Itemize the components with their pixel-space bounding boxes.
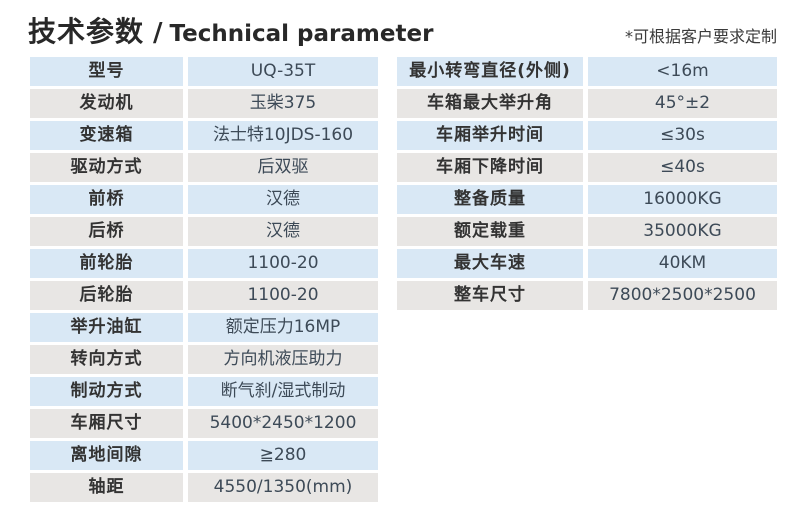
parameter-label: 车厢举升时间 <box>397 121 583 150</box>
parameter-label: 前轮胎 <box>30 249 183 278</box>
parameter-value: 40KM <box>588 249 777 278</box>
parameter-label: 额定载重 <box>397 217 583 246</box>
parameter-value: 断气刹/湿式制动 <box>188 377 378 406</box>
parameter-value: 45°±2 <box>588 89 777 118</box>
parameter-label: 车厢下降时间 <box>397 153 583 182</box>
parameter-value: ≧280 <box>188 441 378 470</box>
parameter-value: ≤30s <box>588 121 777 150</box>
parameter-value: 1100-20 <box>188 281 378 310</box>
page-title: 技术参数 / Technical parameter <box>28 10 433 50</box>
parameter-value: UQ-35T <box>188 57 378 86</box>
parameter-value: 方向机液压助力 <box>188 345 378 374</box>
table-row: 轴距 4550/1350(mm) <box>30 473 378 502</box>
parameter-value: 7800*2500*2500 <box>588 281 777 310</box>
parameter-value: 35000KG <box>588 217 777 246</box>
right-parameter-table: 最小转弯直径(外侧) <16m 车箱最大举升角 45°±2 车厢举升时间 ≤30… <box>397 57 777 313</box>
parameter-value: ≤40s <box>588 153 777 182</box>
parameter-value: 汉德 <box>188 185 378 214</box>
parameter-label: 变速箱 <box>30 121 183 150</box>
left-parameter-table: 型号 UQ-35T 发动机 玉柴375 变速箱 法士特10JDS-160 驱动方… <box>30 57 378 505</box>
table-row: 整车尺寸 7800*2500*2500 <box>397 281 777 310</box>
header: 技术参数 / Technical parameter *可根据客户要求定制 <box>28 10 777 50</box>
customization-note: *可根据客户要求定制 <box>624 27 777 46</box>
parameter-label: 制动方式 <box>30 377 183 406</box>
table-row: 最大车速 40KM <box>397 249 777 278</box>
parameter-value: 汉德 <box>188 217 378 246</box>
table-row: 整备质量 16000KG <box>397 185 777 214</box>
table-row: 车厢举升时间 ≤30s <box>397 121 777 150</box>
parameter-label: 最大车速 <box>397 249 583 278</box>
parameter-label: 车箱最大举升角 <box>397 89 583 118</box>
parameter-value: 后双驱 <box>188 153 378 182</box>
parameter-label: 整备质量 <box>397 185 583 214</box>
parameter-value: 法士特10JDS-160 <box>188 121 378 150</box>
table-row: 车箱最大举升角 45°±2 <box>397 89 777 118</box>
parameter-label: 后桥 <box>30 217 183 246</box>
title-chinese: 技术参数 <box>28 15 145 48</box>
parameter-value: <16m <box>588 57 777 86</box>
parameter-label: 车厢尺寸 <box>30 409 183 438</box>
parameter-label: 型号 <box>30 57 183 86</box>
parameter-label: 后轮胎 <box>30 281 183 310</box>
parameter-label: 最小转弯直径(外侧) <box>397 57 583 86</box>
parameter-value: 5400*2450*1200 <box>188 409 378 438</box>
table-row: 驱动方式 后双驱 <box>30 153 378 182</box>
parameter-label: 驱动方式 <box>30 153 183 182</box>
title-separator: / <box>153 18 163 48</box>
title-english: Technical parameter <box>169 21 434 47</box>
parameter-label: 离地间隙 <box>30 441 183 470</box>
parameter-value: 16000KG <box>588 185 777 214</box>
parameter-label: 整车尺寸 <box>397 281 583 310</box>
parameter-label: 发动机 <box>30 89 183 118</box>
table-row: 前轮胎 1100-20 <box>30 249 378 278</box>
table-row: 变速箱 法士特10JDS-160 <box>30 121 378 150</box>
table-row: 制动方式 断气刹/湿式制动 <box>30 377 378 406</box>
table-row: 车厢下降时间 ≤40s <box>397 153 777 182</box>
table-row: 车厢尺寸 5400*2450*1200 <box>30 409 378 438</box>
parameter-value: 玉柴375 <box>188 89 378 118</box>
table-row: 离地间隙 ≧280 <box>30 441 378 470</box>
parameter-label: 前桥 <box>30 185 183 214</box>
parameter-value: 1100-20 <box>188 249 378 278</box>
table-row: 额定载重 35000KG <box>397 217 777 246</box>
table-row: 发动机 玉柴375 <box>30 89 378 118</box>
parameter-label: 转向方式 <box>30 345 183 374</box>
table-row: 前桥 汉德 <box>30 185 378 214</box>
table-row: 举升油缸 额定压力16MP <box>30 313 378 342</box>
parameter-value: 4550/1350(mm) <box>188 473 378 502</box>
table-row: 最小转弯直径(外侧) <16m <box>397 57 777 86</box>
table-row: 转向方式 方向机液压助力 <box>30 345 378 374</box>
parameter-label: 轴距 <box>30 473 183 502</box>
table-row: 后桥 汉德 <box>30 217 378 246</box>
table-row: 型号 UQ-35T <box>30 57 378 86</box>
parameter-label: 举升油缸 <box>30 313 183 342</box>
parameter-value: 额定压力16MP <box>188 313 378 342</box>
table-row: 后轮胎 1100-20 <box>30 281 378 310</box>
